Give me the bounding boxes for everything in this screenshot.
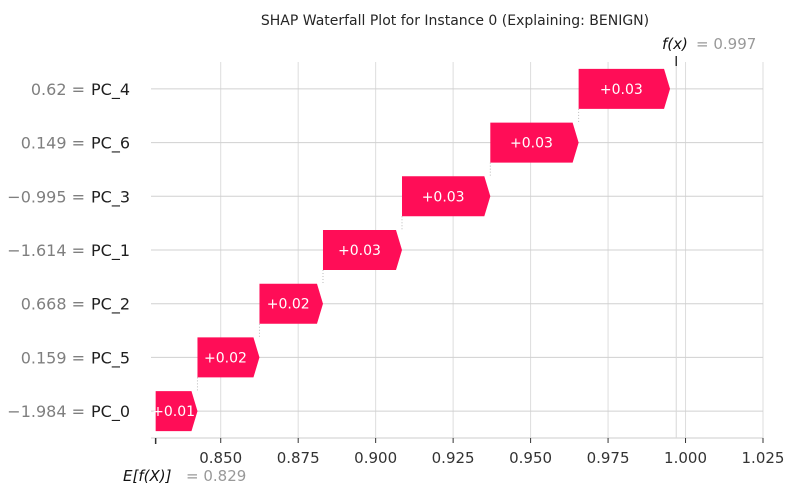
x-tick-label: 1.025 <box>742 449 785 467</box>
feature-name-label: PC_0 <box>91 402 130 422</box>
shap-bar-PC_4 <box>578 68 671 109</box>
shap-bar-label: +0.03 <box>422 189 465 205</box>
x-tick-label: 0.975 <box>587 449 630 467</box>
feature-name-label: PC_2 <box>91 295 130 315</box>
chart-title: SHAP Waterfall Plot for Instance 0 (Expl… <box>261 13 649 29</box>
x-tick-label: 1.000 <box>664 449 707 467</box>
shap-bar-PC_1 <box>322 230 402 270</box>
feature-name-label: PC_6 <box>91 134 130 154</box>
shap-bar-label: +0.01 <box>152 404 195 420</box>
shap-bar-label: +0.03 <box>338 243 381 259</box>
shap-bar-label: +0.02 <box>267 297 310 313</box>
bars-layer: +0.03 +0.03 +0.03 +0.03 +0.02 +0.02 +0.01 <box>152 68 671 432</box>
shap-bar-label: +0.03 <box>510 136 553 152</box>
feature-value-label: 0.62 = <box>31 80 85 99</box>
output-value-label: f(x) <box>662 35 688 53</box>
feature-name-label: PC_5 <box>91 348 130 368</box>
feature-value-label: −0.995 = <box>7 187 85 206</box>
output-value-text: = 0.997 <box>696 35 756 53</box>
x-tick-label: 0.925 <box>432 449 475 467</box>
feature-name-label: PC_1 <box>91 241 130 261</box>
shap-bar-PC_2 <box>259 283 323 324</box>
feature-value-label: −1.614 = <box>7 241 85 260</box>
feature-value-label: 0.159 = <box>21 348 85 367</box>
rows-layer: 0.62 = PC_4 0.149 = PC_6 −0.995 = PC_3 −1.614 … <box>7 80 763 422</box>
x-tick-label: 0.850 <box>199 449 242 467</box>
shap-bar-PC_0 <box>155 391 198 432</box>
feature-value-label: 0.149 = <box>21 134 85 153</box>
feature-name-label: PC_4 <box>91 80 130 100</box>
x-tick-label: 0.900 <box>354 449 397 467</box>
shap-bar-PC_6 <box>490 122 579 163</box>
feature-name-label: PC_3 <box>91 187 130 207</box>
shap-bar-label: +0.03 <box>600 82 643 98</box>
shap-bar-PC_3 <box>401 176 491 217</box>
x-tick-label: 0.875 <box>277 449 320 467</box>
shap-bar-PC_5 <box>197 337 260 378</box>
feature-value-label: 0.668 = <box>21 295 85 314</box>
shap-bar-label: +0.02 <box>204 350 247 366</box>
x-tick-label: 0.950 <box>509 449 552 467</box>
base-value-text: = 0.829 <box>186 467 246 485</box>
base-value-label: E[f(X)] <box>123 467 172 485</box>
feature-value-label: −1.984 = <box>7 402 85 421</box>
x-axis: 0.850 0.875 0.900 0.925 0.950 0.975 1.000 1.025… <box>123 35 784 485</box>
